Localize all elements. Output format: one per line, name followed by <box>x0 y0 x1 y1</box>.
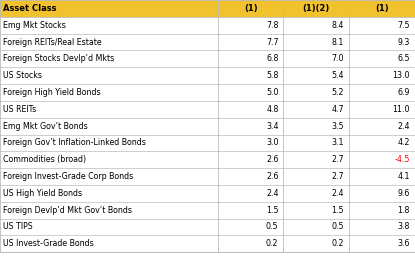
Text: 2.4: 2.4 <box>397 122 410 131</box>
Text: 0.5: 0.5 <box>332 223 344 231</box>
Text: 8.4: 8.4 <box>332 21 344 30</box>
Text: Foreign REITs/Real Estate: Foreign REITs/Real Estate <box>3 37 102 47</box>
Text: Foreign Stocks Devlp’d Mkts: Foreign Stocks Devlp’d Mkts <box>3 54 115 63</box>
Text: US Invest-Grade Bonds: US Invest-Grade Bonds <box>3 239 94 248</box>
Text: 3.0: 3.0 <box>266 138 278 147</box>
Text: 3.1: 3.1 <box>332 138 344 147</box>
Bar <box>0 168 415 185</box>
Text: 4.7: 4.7 <box>332 105 344 114</box>
Text: Foreign Gov’t Inflation-Linked Bonds: Foreign Gov’t Inflation-Linked Bonds <box>3 138 146 147</box>
Text: 7.7: 7.7 <box>266 37 278 47</box>
Text: 3.8: 3.8 <box>397 223 410 231</box>
Text: 2.4: 2.4 <box>332 189 344 198</box>
Text: US High Yield Bonds: US High Yield Bonds <box>3 189 83 198</box>
Text: 4.1: 4.1 <box>397 172 410 181</box>
Text: 0.2: 0.2 <box>332 239 344 248</box>
Text: (1)(2): (1)(2) <box>303 4 330 13</box>
Text: Asset Class: Asset Class <box>3 4 57 13</box>
Text: 5.0: 5.0 <box>266 88 278 97</box>
Text: 13.0: 13.0 <box>392 71 410 80</box>
Bar <box>0 202 415 219</box>
Text: 2.6: 2.6 <box>266 172 278 181</box>
Bar <box>0 219 415 235</box>
Bar <box>0 0 415 17</box>
Bar <box>0 50 415 67</box>
Text: -4.5: -4.5 <box>394 155 410 164</box>
Text: 2.6: 2.6 <box>266 155 278 164</box>
Text: US REITs: US REITs <box>3 105 37 114</box>
Text: 9.6: 9.6 <box>397 189 410 198</box>
Text: 5.4: 5.4 <box>332 71 344 80</box>
Text: 6.9: 6.9 <box>397 88 410 97</box>
Text: 2.7: 2.7 <box>332 155 344 164</box>
Text: 8.1: 8.1 <box>332 37 344 47</box>
Text: 2.4: 2.4 <box>266 189 278 198</box>
Bar <box>0 34 415 50</box>
Text: 4.2: 4.2 <box>397 138 410 147</box>
Text: Foreign Invest-Grade Corp Bonds: Foreign Invest-Grade Corp Bonds <box>3 172 134 181</box>
Text: 9.3: 9.3 <box>397 37 410 47</box>
Text: 7.0: 7.0 <box>332 54 344 63</box>
Text: (1): (1) <box>244 4 257 13</box>
Text: 0.2: 0.2 <box>266 239 278 248</box>
Text: Commodities (broad): Commodities (broad) <box>3 155 86 164</box>
Text: Foreign Devlp’d Mkt Gov’t Bonds: Foreign Devlp’d Mkt Gov’t Bonds <box>3 206 132 215</box>
Text: 5.2: 5.2 <box>332 88 344 97</box>
Text: 6.8: 6.8 <box>266 54 278 63</box>
Text: 7.8: 7.8 <box>266 21 278 30</box>
Text: (1): (1) <box>375 4 388 13</box>
Text: 3.4: 3.4 <box>266 122 278 131</box>
Text: Emg Mkt Stocks: Emg Mkt Stocks <box>3 21 66 30</box>
Text: Emg Mkt Gov’t Bonds: Emg Mkt Gov’t Bonds <box>3 122 88 131</box>
Text: 3.6: 3.6 <box>397 239 410 248</box>
Text: 1.5: 1.5 <box>266 206 278 215</box>
Bar <box>0 118 415 134</box>
Text: 11.0: 11.0 <box>392 105 410 114</box>
Text: Foreign High Yield Bonds: Foreign High Yield Bonds <box>3 88 101 97</box>
Bar <box>0 67 415 84</box>
Bar <box>0 101 415 118</box>
Text: 5.8: 5.8 <box>266 71 278 80</box>
Text: 6.5: 6.5 <box>397 54 410 63</box>
Bar <box>0 84 415 101</box>
Text: 4.8: 4.8 <box>266 105 278 114</box>
Text: US Stocks: US Stocks <box>3 71 42 80</box>
Bar <box>0 151 415 168</box>
Bar <box>0 134 415 151</box>
Text: 3.5: 3.5 <box>332 122 344 131</box>
Text: 2.7: 2.7 <box>332 172 344 181</box>
Text: 0.5: 0.5 <box>266 223 278 231</box>
Bar <box>0 185 415 202</box>
Bar <box>0 17 415 34</box>
Text: US TIPS: US TIPS <box>3 223 33 231</box>
Text: 1.5: 1.5 <box>332 206 344 215</box>
Bar <box>0 235 415 252</box>
Text: 7.5: 7.5 <box>397 21 410 30</box>
Text: 1.8: 1.8 <box>397 206 410 215</box>
